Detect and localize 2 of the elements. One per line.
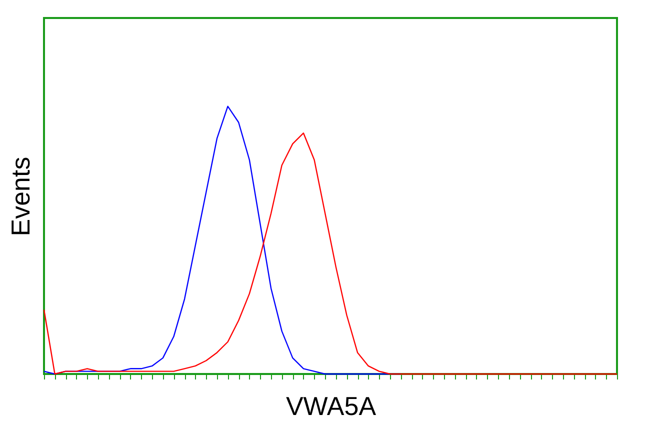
x-axis-title: VWA5A bbox=[286, 391, 377, 421]
y-axis-title: Events bbox=[6, 156, 36, 236]
